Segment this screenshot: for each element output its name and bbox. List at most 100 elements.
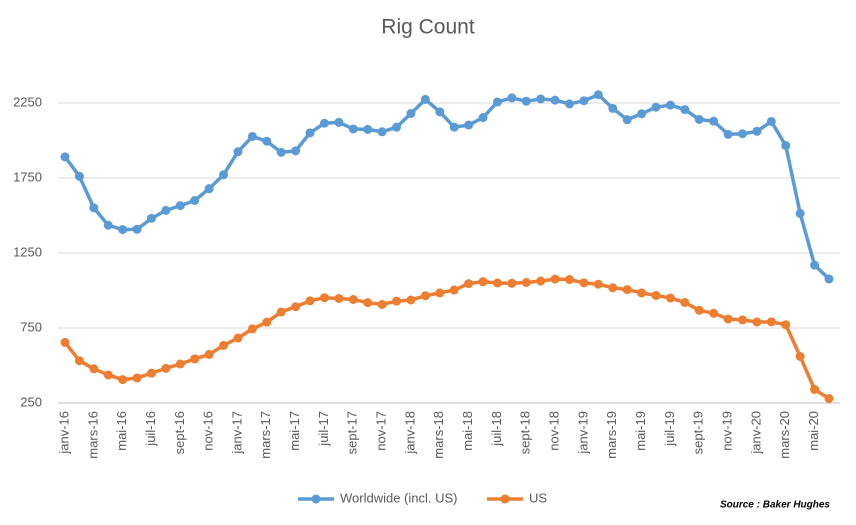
data-point <box>738 315 748 325</box>
x-tick-label: mai-17 <box>287 411 302 451</box>
data-point <box>291 302 301 312</box>
x-tick-label: mai-20 <box>806 411 821 451</box>
data-point <box>810 385 820 394</box>
data-point <box>507 93 517 103</box>
data-point <box>651 102 661 112</box>
data-point <box>781 141 791 151</box>
data-point <box>118 375 128 385</box>
data-point <box>334 117 344 127</box>
x-tick-label: mai-18 <box>460 411 475 451</box>
data-point <box>536 94 546 104</box>
data-point <box>550 274 560 284</box>
x-tick-label: sept-19 <box>691 411 706 454</box>
data-point <box>810 260 820 270</box>
data-point <box>247 324 257 334</box>
data-point <box>276 307 286 317</box>
data-point <box>680 105 690 115</box>
data-point <box>406 109 416 118</box>
data-point <box>89 364 99 374</box>
data-point <box>219 170 229 180</box>
x-tick-label: mars-17 <box>258 411 273 459</box>
x-tick-label: janv-16 <box>56 411 71 455</box>
data-point <box>392 122 402 132</box>
data-point <box>377 299 387 309</box>
data-point <box>723 314 733 324</box>
data-point <box>536 276 546 286</box>
x-tick-label: juil-18 <box>489 411 504 447</box>
x-tick-label: sept-18 <box>518 411 533 454</box>
legend-marker <box>500 494 510 504</box>
data-point <box>492 278 502 288</box>
data-point <box>319 293 329 303</box>
x-tick-label: mars-16 <box>85 411 100 459</box>
data-point <box>103 220 113 230</box>
data-point <box>132 373 142 383</box>
x-tick-label: mars-20 <box>777 411 792 459</box>
data-point <box>89 203 99 213</box>
data-point <box>694 305 704 315</box>
x-tick-label: nov-19 <box>720 411 735 451</box>
data-point <box>305 128 315 138</box>
data-point <box>146 368 156 378</box>
data-point <box>348 124 358 134</box>
x-tick-label: mai-16 <box>114 411 129 451</box>
x-tick-label: janv-17 <box>229 411 244 455</box>
legend-label: US <box>529 490 547 505</box>
data-point <box>521 96 531 106</box>
data-point <box>449 285 459 295</box>
x-tick-label: juil-17 <box>316 411 331 447</box>
data-point <box>766 116 776 126</box>
x-tick-label: janv-20 <box>748 411 763 455</box>
data-point <box>204 349 214 359</box>
data-point <box>752 126 762 136</box>
data-point <box>665 293 675 303</box>
data-point <box>622 115 632 125</box>
data-point <box>190 196 200 205</box>
data-point <box>579 278 589 288</box>
x-tick-label: janv-18 <box>402 411 417 455</box>
data-point <box>550 95 560 105</box>
data-point <box>435 107 445 117</box>
data-point <box>305 296 315 306</box>
data-point <box>507 278 517 288</box>
data-point <box>276 147 286 157</box>
data-point <box>521 278 531 288</box>
data-point <box>60 152 70 162</box>
data-point <box>74 171 84 181</box>
x-tick-label: mars-18 <box>431 411 446 459</box>
x-tick-label: janv-19 <box>575 411 590 455</box>
series-line <box>63 277 830 400</box>
data-point <box>392 296 402 306</box>
data-point <box>478 113 488 123</box>
data-point <box>579 96 589 106</box>
data-point <box>637 109 647 119</box>
data-point <box>766 317 776 327</box>
data-point <box>406 295 416 305</box>
x-tick-label: juil-19 <box>662 411 677 447</box>
data-point <box>565 99 575 109</box>
data-point <box>608 283 618 293</box>
data-point <box>593 90 603 100</box>
data-point <box>219 340 229 350</box>
data-point <box>637 288 647 298</box>
source-note: Source : Baker Hughes <box>720 500 830 511</box>
data-point <box>449 122 459 132</box>
data-point <box>190 354 200 364</box>
data-point <box>420 94 430 104</box>
y-tick-label: 750 <box>20 319 42 334</box>
data-point <box>694 115 704 124</box>
chart-title: Rig Count <box>381 16 475 39</box>
data-point <box>709 308 719 318</box>
data-point <box>478 277 488 287</box>
data-point <box>781 320 791 330</box>
data-point <box>291 146 301 156</box>
data-point <box>60 337 70 347</box>
data-point <box>593 279 603 289</box>
data-point <box>204 184 214 194</box>
y-tick-label: 1750 <box>13 169 42 184</box>
data-point <box>146 213 156 223</box>
data-point <box>334 293 344 303</box>
x-tick-label: nov-16 <box>201 411 216 451</box>
data-point <box>363 298 373 308</box>
